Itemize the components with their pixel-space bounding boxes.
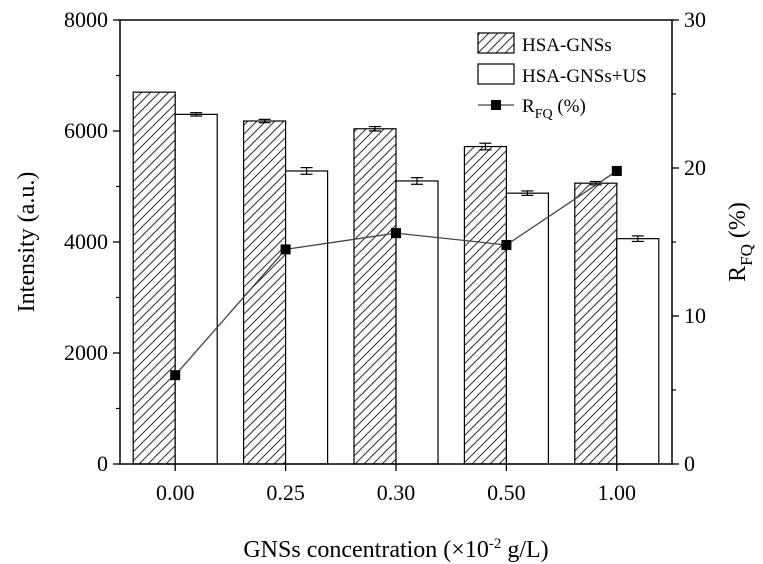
x-axis-title: GNSs concentration (×10-2 g/L) [243, 536, 548, 563]
x-tick-label: 1.00 [598, 480, 637, 505]
legend-swatch-hsa-gnss-us [477, 63, 515, 85]
y2-tick-label: 30 [684, 7, 706, 32]
rfq-point [391, 228, 401, 239]
legend-swatch-hsa-gnss [477, 32, 515, 54]
rfq-point [170, 370, 181, 381]
y-tick-label: 8000 [64, 7, 108, 32]
legend-swatch-rfq-marker [491, 100, 501, 110]
legend-label-rfq-suffix: (%) [553, 96, 586, 117]
x-tick-label: 0.30 [377, 480, 416, 505]
y-tick-label: 2000 [64, 340, 108, 365]
y2-axis-title-suffix: (%) [725, 202, 751, 244]
y2-tick-label: 10 [684, 303, 706, 328]
x-axis-title-prefix: GNSs concentration (×10 [243, 537, 488, 563]
legend-label-rfq-main: R [522, 96, 535, 117]
bar-hsa-gnss-us [285, 170, 329, 465]
bar-hsa-gnss [463, 145, 507, 465]
y2-axis-title: RFQ (%) [725, 202, 756, 282]
y-tick-label: 6000 [64, 118, 108, 143]
bar-hsa-gnss-us [395, 180, 439, 465]
x-axis-title-suffix: g/L) [501, 537, 548, 563]
rfq-point [501, 239, 512, 250]
legend-label-rfq: RFQ (%) [522, 96, 586, 122]
y2-axis-title-main: R [725, 266, 751, 282]
bar-hsa-gnss-us [174, 113, 218, 465]
bar-hsa-gnss [243, 120, 287, 465]
legend-label-hsa-gnss: HSA-GNSs [522, 35, 612, 56]
y-axis-title: Intensity (a.u.) [14, 172, 40, 313]
bar-hsa-gnss [574, 182, 618, 465]
legend-label-hsa-gnss-us: HSA-GNSs+US [522, 66, 647, 87]
y2-axis-title-sub: FQ [737, 244, 756, 266]
y-tick-label: 4000 [64, 229, 108, 254]
bar-hsa-gnss-us [616, 238, 660, 465]
bar-hsa-gnss-us [505, 192, 549, 465]
y-tick-label: 0 [97, 451, 108, 476]
x-axis-title-sup: -2 [489, 536, 502, 552]
x-tick-label: 0.25 [266, 480, 305, 505]
legend-label-rfq-sub: FQ [535, 107, 553, 122]
bar-hsa-gnss [353, 128, 397, 465]
y2-tick-label: 0 [684, 451, 695, 476]
y2-tick-label: 20 [684, 155, 706, 180]
bar-hsa-gnss [132, 91, 176, 465]
x-tick-label: 0.50 [487, 480, 526, 505]
rfq-point [280, 244, 291, 255]
rfq-point [611, 165, 622, 176]
x-tick-label: 0.00 [156, 480, 195, 505]
